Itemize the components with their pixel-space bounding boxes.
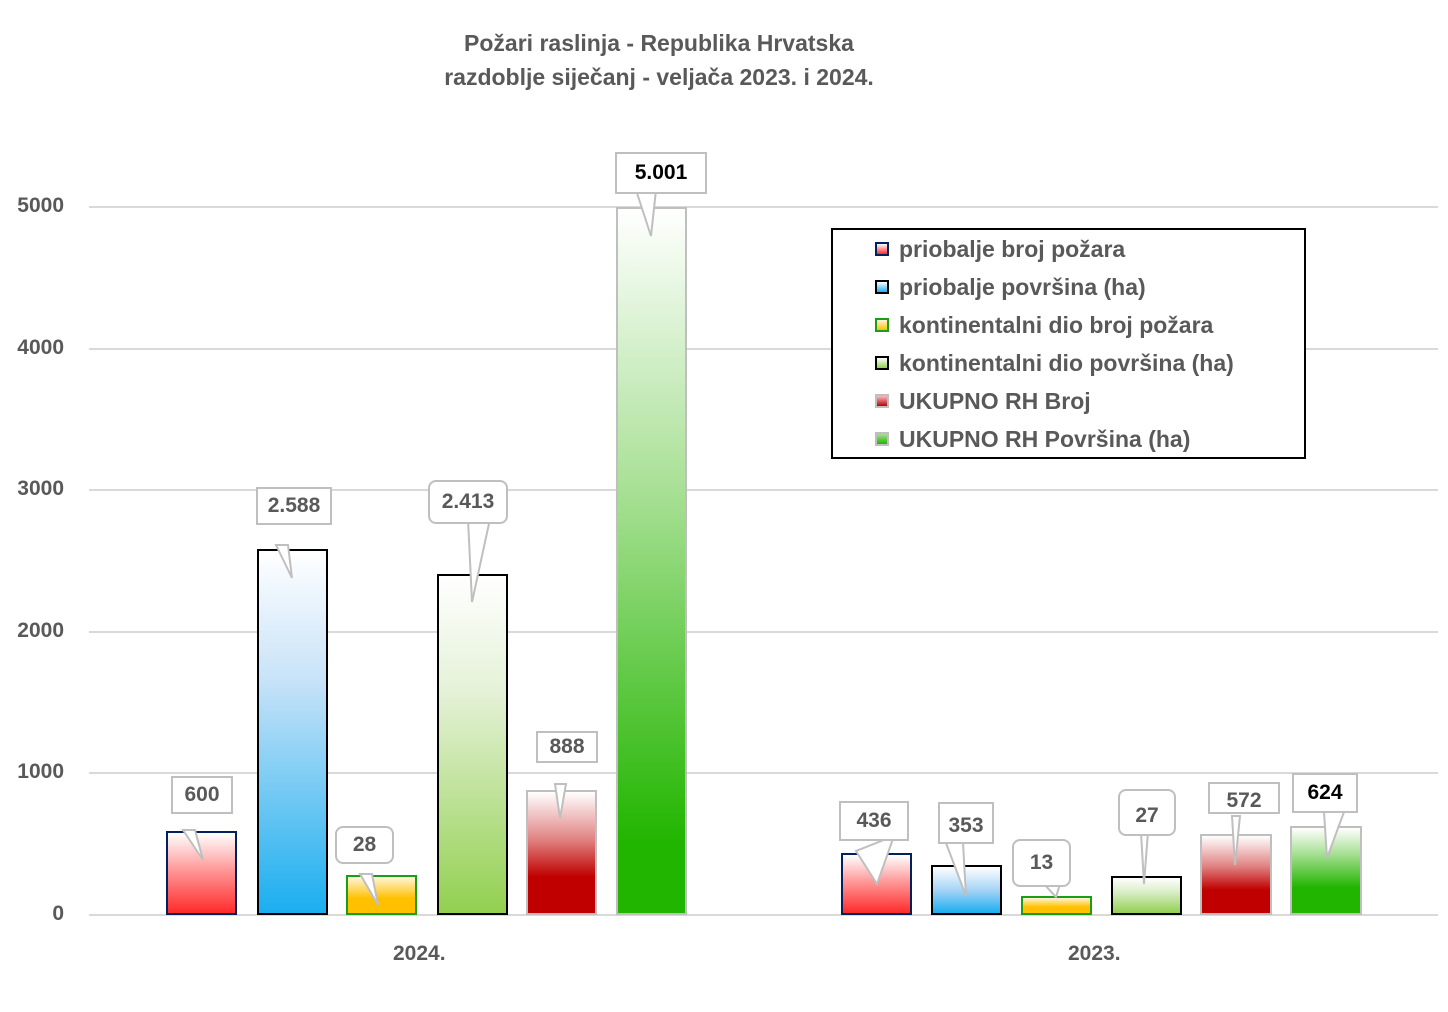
legend-swatch-red-gradient-icon: [875, 242, 889, 256]
legend-swatch-darkred-gradient-icon: [875, 394, 889, 408]
legend-label: UKUPNO RH Površina (ha): [899, 425, 1191, 452]
legend: priobalje broj požara priobalje površina…: [831, 228, 1306, 459]
chart-title-line-1: Požari raslinja - Republika Hrvatska: [464, 30, 854, 56]
y-tick-3000: 3000: [17, 477, 64, 500]
legend-item-ukupno-povrsina[interactable]: UKUPNO RH Površina (ha): [875, 420, 1190, 458]
gridline-4000: [89, 348, 1438, 350]
y-tick-1000: 1000: [17, 760, 64, 783]
legend-swatch-blue-gradient-icon: [875, 280, 889, 294]
legend-label: priobalje broj požara: [899, 235, 1126, 262]
gridline-2000: [89, 631, 1438, 633]
legend-swatch-yellow-gradient-icon: [875, 318, 889, 332]
legend-item-priobalje-povrsina[interactable]: priobalje površina (ha): [875, 268, 1146, 306]
x-category-2023: 2023.: [1068, 942, 1121, 965]
legend-swatch-green-gradient-icon: [875, 432, 889, 446]
gridline-1000: [89, 772, 1438, 774]
data-label-2023-kontinentalni-broj: 13: [1012, 839, 1071, 887]
data-label-2024-kontinentalni-broj: 28: [335, 826, 394, 864]
legend-swatch-lightgreen-gradient-icon: [875, 356, 889, 370]
legend-label: UKUPNO RH Broj: [899, 387, 1091, 414]
legend-item-priobalje-broj[interactable]: priobalje broj požara: [875, 230, 1125, 268]
data-label-2024-ukupno-broj: 888: [536, 731, 598, 763]
data-label-2024-ukupno-povrsina: 5.001: [615, 152, 707, 194]
data-label-2023-ukupno-broj: 572: [1208, 782, 1280, 814]
legend-label: priobalje površina (ha): [899, 273, 1146, 300]
bar-2024-ukupno-povrsina[interactable]: [616, 207, 687, 915]
bar-2024-priobalje-broj[interactable]: [166, 831, 237, 915]
bar-2024-kontinentalni-povrsina[interactable]: [437, 574, 508, 915]
data-label-2024-kontinentalni-povrsina: 2.413: [428, 480, 508, 524]
data-label-2023-kontinentalni-povrsina: 27: [1118, 789, 1176, 836]
data-label-2024-priobalje-povrsina: 2.588: [256, 487, 332, 525]
data-label-2024-priobalje-broj: 600: [171, 776, 233, 814]
chart-title: Požari raslinja - Republika Hrvatska raz…: [0, 26, 1318, 94]
bar-2024-ukupno-broj[interactable]: [526, 790, 597, 915]
bar-2024-kontinentalni-broj[interactable]: [346, 875, 417, 915]
y-tick-5000: 5000: [17, 194, 64, 217]
data-label-2023-priobalje-broj: 436: [839, 801, 909, 841]
legend-item-kontinentalni-povrsina[interactable]: kontinentalni dio površina (ha): [875, 344, 1234, 382]
legend-item-kontinentalni-broj[interactable]: kontinentalni dio broj požara: [875, 306, 1213, 344]
gridline-5000: [89, 206, 1438, 208]
x-axis-baseline: [89, 914, 1438, 916]
legend-label: kontinentalni dio broj požara: [899, 311, 1214, 338]
x-category-2024: 2024.: [393, 942, 446, 965]
gridline-3000: [89, 489, 1438, 491]
chart-title-line-2: razdoblje siječanj - veljača 2023. i 202…: [444, 64, 874, 90]
data-label-2023-ukupno-povrsina: 624: [1292, 773, 1358, 813]
legend-label: kontinentalni dio površina (ha): [899, 349, 1234, 376]
y-tick-0: 0: [52, 902, 64, 925]
y-tick-4000: 4000: [17, 336, 64, 359]
data-label-2023-priobalje-povrsina: 353: [938, 802, 994, 844]
bar-2024-priobalje-povrsina[interactable]: [257, 549, 328, 915]
legend-item-ukupno-broj[interactable]: UKUPNO RH Broj: [875, 382, 1091, 420]
y-tick-2000: 2000: [17, 619, 64, 642]
bar-2023-kontinentalni-povrsina[interactable]: [1111, 876, 1182, 915]
